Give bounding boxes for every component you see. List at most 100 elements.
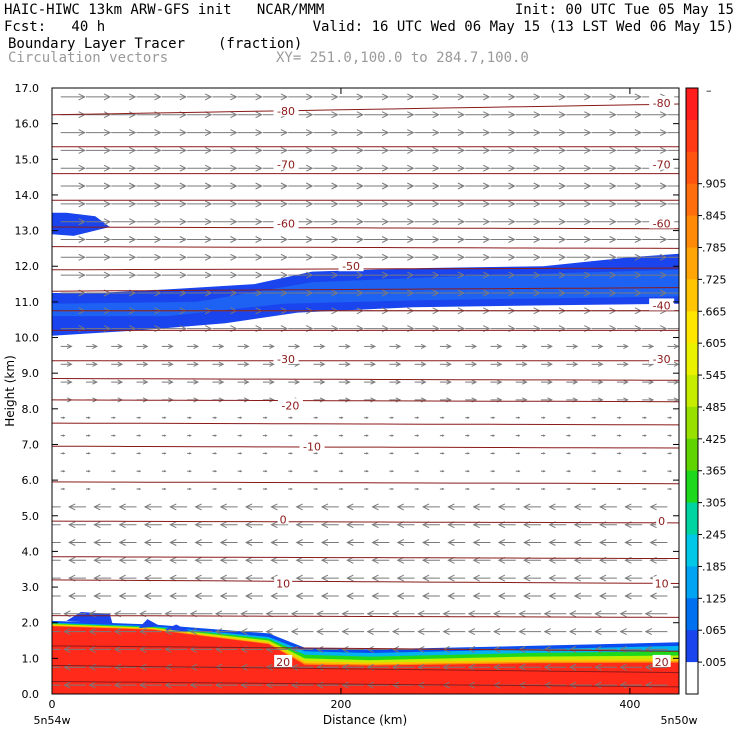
circulation-vector-head [594,645,602,653]
circulation-vector-head [482,146,491,154]
circulation-vector-head [496,361,503,367]
colorbar-label: .005 [702,656,727,669]
colorbar-swatch [686,247,698,280]
circulation-vector-head [421,521,430,529]
y-tick-label: 0.0 [22,688,40,701]
circulation-vector-head [204,93,213,101]
circulation-vector-head [66,343,73,350]
circulation-vector-head [164,628,172,636]
circulation-vector-head [669,434,673,437]
circulation-vector-head [598,592,607,600]
circulation-vector-head [230,253,238,261]
circulation-vector-head [558,253,567,261]
y-tick-label: 12.0 [15,260,40,273]
circulation-vector-head [407,182,415,190]
circulation-vector-head [441,487,445,491]
circulation-vector-head [407,271,415,279]
circulation-vector-head [39,664,45,670]
circulation-vector-head [609,236,617,243]
circulation-vector-head [365,434,369,437]
circulation-vector-head [533,146,541,154]
circulation-vector-head [482,111,491,119]
circulation-vector-head [92,379,98,385]
circulation-vector-head [78,200,86,208]
colorbar-label: .425 [702,433,727,446]
circulation-vector-head [356,236,364,243]
circulation-vector-head [139,645,147,653]
circulation-vector-head [239,487,243,491]
y-tick-label: 16.0 [15,118,40,131]
circulation-vector-head [521,343,528,350]
circulation-vector-head [381,111,390,119]
circulation-vector-head [78,129,86,137]
circulation-vector-head [331,111,339,119]
circulation-vector-head [305,271,314,279]
circulation-vector-head [93,592,101,600]
circulation-vector-head [609,146,617,154]
circulation-vector-head [270,592,278,600]
circulation-vector-head [113,645,122,653]
circulation-vector-head [669,452,673,455]
circulation-vector-head [244,574,253,582]
circulation-vector-head [204,111,213,119]
tracer-bump-1 [66,612,113,625]
circulation-vector-head [457,164,466,172]
circulation-vector-head [295,539,303,546]
x-tick-label: 400 [619,698,640,711]
circulation-vector-head [78,111,86,119]
circulation-vector-head [597,343,604,350]
contour-label-bg [273,216,299,229]
circulation-vector-head [508,182,516,190]
circulation-vector-head [649,503,657,511]
circulation-vector-head [619,681,627,689]
circulation-vector-head [113,663,122,671]
circulation-vector-head [316,610,324,618]
circulation-vector-head [407,164,415,172]
circulation-vector-head [239,434,243,437]
circulation-vector-head [659,253,668,261]
circulation-vector-head [432,289,440,297]
circulation-vector-head [482,182,491,190]
org-label: NCAR/MMM [256,2,325,18]
circulation-vector-head [346,539,354,546]
circulation-vector-head [395,379,402,385]
circulation-vector-head [154,200,162,208]
circulation-vector-head [87,434,91,437]
circulation-vector-head [244,503,253,511]
colorbar-swatch [686,151,698,185]
colorbar-swatch [686,406,698,440]
forecast-hour: Fcst: 40 h [4,19,106,35]
circulation-vector-head [316,681,324,689]
circulation-vector-head [113,416,116,419]
circulation-vector-head [230,111,238,119]
circulation-vector-head [391,645,400,653]
contour-label: -30 [653,353,671,366]
circulation-vector-head [68,503,76,511]
circulation-vector-head [194,574,202,582]
circulation-vector-head [143,521,152,529]
colorbar-label: .725 [702,273,727,286]
circulation-vector-head [356,182,364,190]
circulation-vector-head [624,592,632,600]
circulation-vector-head [542,487,546,491]
circulation-vector-head [467,610,476,618]
circulation-vector-head [634,289,643,297]
circulation-vector-head [370,379,377,385]
circulation-vector-head [319,361,326,367]
isotherm-line [52,267,679,271]
circulation-vector-head [593,470,597,473]
colorbar-label: .665 [702,305,727,318]
contour-label-bg [274,654,293,667]
circulation-vector-head [533,93,541,101]
vector-field-name: Circulation vectors [8,50,169,66]
circulation-vector-head [447,592,455,600]
circulation-vector-head [341,610,349,618]
circulation-vector-head [143,592,152,600]
circulation-vector-head [618,470,622,473]
circulation-vector-head [467,452,470,455]
y-tick-label: 5.0 [22,510,40,523]
colorbar-label: .545 [702,369,727,382]
circulation-vector-head [407,236,415,243]
circulation-vector-head [421,592,430,600]
circulation-vector-head [407,146,415,154]
